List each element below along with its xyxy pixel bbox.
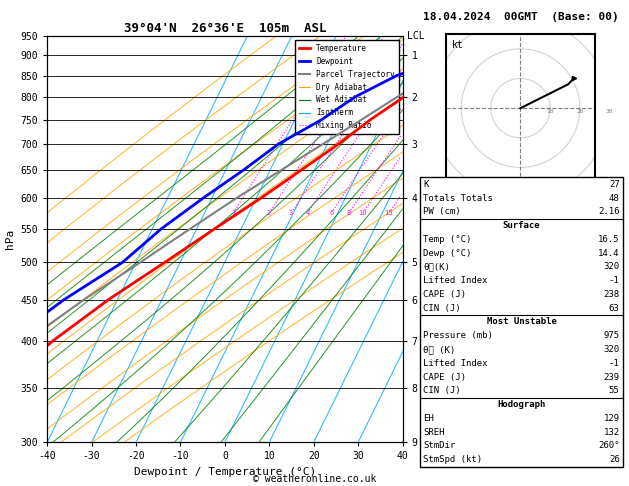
Text: 2.16: 2.16 [598, 208, 620, 216]
Text: kt: kt [452, 40, 464, 50]
Text: 239: 239 [603, 373, 620, 382]
Text: 10: 10 [359, 210, 367, 216]
Text: 26: 26 [609, 455, 620, 464]
Text: 320: 320 [603, 345, 620, 354]
Text: 10: 10 [547, 108, 554, 114]
Text: StmSpd (kt): StmSpd (kt) [423, 455, 482, 464]
Text: θᴄ(K): θᴄ(K) [423, 262, 450, 271]
Text: -1: -1 [609, 359, 620, 368]
Text: 260°: 260° [598, 441, 620, 451]
Text: SREH: SREH [423, 428, 445, 436]
Text: θᴄ (K): θᴄ (K) [423, 345, 455, 354]
Text: 3: 3 [289, 210, 293, 216]
Text: CIN (J): CIN (J) [423, 386, 461, 395]
Text: Most Unstable: Most Unstable [486, 317, 557, 327]
Text: CIN (J): CIN (J) [423, 304, 461, 312]
Text: Temp (°C): Temp (°C) [423, 235, 472, 244]
Text: Pressure (mb): Pressure (mb) [423, 331, 493, 340]
Text: 55: 55 [609, 386, 620, 395]
Legend: Temperature, Dewpoint, Parcel Trajectory, Dry Adiabat, Wet Adiabat, Isotherm, Mi: Temperature, Dewpoint, Parcel Trajectory… [295, 40, 399, 134]
Text: 8: 8 [347, 210, 351, 216]
X-axis label: Dewpoint / Temperature (°C): Dewpoint / Temperature (°C) [134, 467, 316, 477]
Text: 27: 27 [609, 180, 620, 189]
Text: Dewp (°C): Dewp (°C) [423, 249, 472, 258]
Text: 14.4: 14.4 [598, 249, 620, 258]
Text: Surface: Surface [503, 221, 540, 230]
Text: 18.04.2024  00GMT  (Base: 00): 18.04.2024 00GMT (Base: 00) [423, 12, 618, 22]
Text: StmDir: StmDir [423, 441, 455, 451]
Text: 129: 129 [603, 414, 620, 423]
Text: 4: 4 [305, 210, 309, 216]
Text: CAPE (J): CAPE (J) [423, 373, 466, 382]
Text: 16.5: 16.5 [598, 235, 620, 244]
Title: 39°04'N  26°36'E  105m  ASL: 39°04'N 26°36'E 105m ASL [124, 22, 326, 35]
Text: Lifted Index: Lifted Index [423, 276, 488, 285]
Text: 132: 132 [603, 428, 620, 436]
Text: LCL: LCL [407, 32, 425, 41]
Text: © weatheronline.co.uk: © weatheronline.co.uk [253, 473, 376, 484]
Text: PW (cm): PW (cm) [423, 208, 461, 216]
Text: CAPE (J): CAPE (J) [423, 290, 466, 299]
Text: 30: 30 [606, 108, 613, 114]
Text: 15: 15 [384, 210, 393, 216]
Text: Hodograph: Hodograph [498, 400, 545, 409]
Y-axis label: hPa: hPa [5, 229, 15, 249]
Text: 20: 20 [576, 108, 584, 114]
Text: 238: 238 [603, 290, 620, 299]
Y-axis label: km
ASL: km ASL [433, 240, 451, 261]
Text: K: K [423, 180, 429, 189]
Text: 63: 63 [609, 304, 620, 312]
Text: 1: 1 [231, 210, 235, 216]
Text: 2: 2 [267, 210, 271, 216]
Text: 6: 6 [329, 210, 333, 216]
Text: 48: 48 [609, 193, 620, 203]
Text: Totals Totals: Totals Totals [423, 193, 493, 203]
Text: EH: EH [423, 414, 434, 423]
Text: 320: 320 [603, 262, 620, 271]
Text: 975: 975 [603, 331, 620, 340]
Text: Lifted Index: Lifted Index [423, 359, 488, 368]
Text: -1: -1 [609, 276, 620, 285]
Text: Mixing Ratio (g/kg): Mixing Ratio (g/kg) [433, 184, 443, 295]
